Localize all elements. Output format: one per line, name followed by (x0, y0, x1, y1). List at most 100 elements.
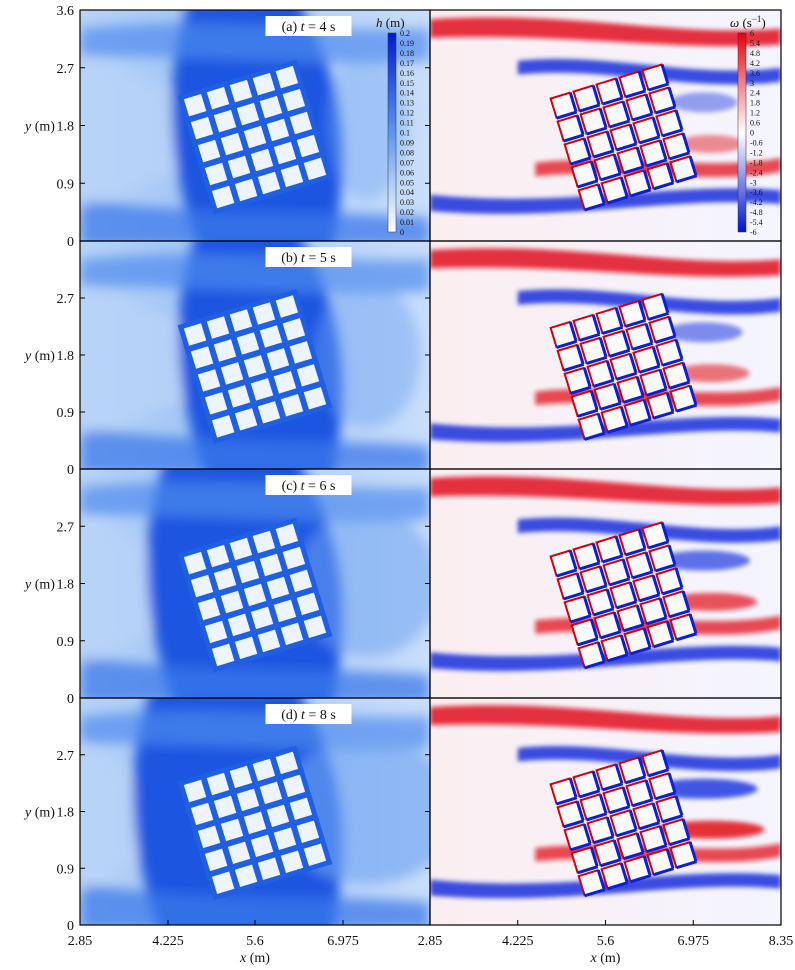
depth-colorbar-tick: 0.2 (400, 29, 410, 38)
obstacle-block (236, 788, 260, 812)
vorticity-layer-neg (597, 565, 608, 587)
vorticity-colorbar-tick: 5.4 (750, 39, 760, 48)
vorticity-layer-neg (581, 595, 592, 617)
obstacle-block (650, 546, 674, 570)
obstacle-block (595, 155, 619, 179)
obstacle-block (280, 850, 304, 873)
obstacle-block (579, 185, 603, 209)
vorticity-colorbar-tick: 0 (750, 129, 754, 138)
vorticity-layer-neg (618, 634, 629, 656)
obstacle-block (273, 827, 297, 851)
vorticity-layer-neg (595, 413, 606, 434)
depth-colorbar-bar (387, 32, 397, 233)
obstacle-block (620, 72, 644, 96)
obstacle-block (597, 537, 621, 561)
obstacle-block (595, 841, 619, 865)
shear-layer-top (430, 705, 781, 734)
vorticity-layer-neg (618, 862, 629, 883)
vorticity-layer-neg (590, 770, 601, 792)
depth-colorbar-tick: 0.08 (400, 148, 414, 157)
obstacle-block (250, 606, 274, 630)
vorticity-layer-neg (613, 307, 624, 328)
obstacle-block (282, 318, 306, 341)
y-tick-label: 0.9 (57, 635, 75, 650)
vorticity-layer-neg (590, 542, 601, 564)
vorticity-layer-neg (641, 855, 652, 876)
vorticity-layer-neg (620, 558, 631, 580)
depth-colorbar-tick: 0.19 (400, 39, 414, 48)
shear-layer-bottom (430, 873, 781, 899)
obstacle-block (250, 834, 274, 858)
obstacle-block (572, 620, 596, 644)
obstacle-block (625, 401, 649, 424)
vorticity-layer-neg (595, 641, 606, 663)
obstacle-block (579, 871, 603, 895)
vorticity-layer-neg (595, 183, 606, 205)
obstacle-block (220, 590, 244, 614)
obstacle-block (565, 139, 589, 163)
vorticity-layer-neg (574, 800, 585, 822)
obstacle-block (252, 72, 276, 96)
vorticity-layer-neg (680, 818, 691, 839)
obstacle-block (643, 295, 667, 318)
obstacle-block (581, 109, 605, 133)
depth-colorbar-tick: 0.16 (400, 69, 414, 78)
obstacle-block (643, 523, 667, 547)
depth-colorbar-tick: 0.09 (400, 138, 414, 147)
obstacle-block (618, 378, 642, 401)
vorticity-layer-neg (613, 78, 624, 99)
obstacle-block (197, 139, 221, 163)
vorticity-colorbar-tick: 3 (750, 79, 754, 88)
vorticity-layer-neg (666, 544, 677, 566)
obstacle-block (296, 364, 320, 387)
obstacle-array (177, 745, 333, 901)
y-tick-label: 2.7 (57, 62, 75, 77)
vorticity-layer-neg (666, 86, 677, 108)
vorticity-panel (430, 10, 781, 241)
vorticity-layer-neg (634, 376, 645, 397)
depth-colorbar-tick: 0.11 (400, 119, 414, 128)
x-axis-label: x (m) (590, 951, 621, 966)
obstacle-block (664, 820, 688, 844)
obstacle-block (574, 316, 598, 339)
obstacle-block (273, 371, 297, 394)
depth-colorbar-tick: 0.17 (400, 59, 414, 68)
vorticity-layer-neg (567, 550, 578, 571)
vorticity-layer-neg (604, 130, 615, 152)
obstacle-block (664, 364, 688, 387)
vorticity-layer-neg (597, 337, 608, 358)
vorticity-layer-neg (673, 339, 684, 360)
obstacle-block (257, 857, 281, 880)
obstacle-block (236, 102, 260, 126)
depth-colorbar-tick: 0.13 (400, 99, 414, 108)
vorticity-panel (430, 698, 781, 925)
obstacle-block (213, 567, 237, 591)
obstacle-block (634, 804, 658, 828)
obstacle-block (551, 93, 575, 117)
vorticity-layer-neg (641, 399, 652, 420)
obstacle-block (643, 65, 667, 89)
y-tick-label: 3.6 (57, 4, 75, 19)
obstacle-block (657, 111, 681, 135)
obstacle-block (572, 162, 596, 186)
vorticity-layer-neg (581, 823, 592, 845)
obstacle-block (650, 774, 674, 798)
obstacle-block (574, 772, 598, 796)
vorticity-layer-neg (604, 816, 615, 838)
depth-colorbar-tick: 0.12 (400, 109, 414, 118)
vorticity-colorbar-tick: 3.6 (750, 69, 760, 78)
obstacle-block (602, 636, 626, 660)
x-tick-label: 6.975 (678, 934, 710, 949)
x-tick-label: 2.85 (68, 934, 93, 949)
obstacle-block (197, 597, 221, 621)
y-tick-label: 1.8 (57, 120, 75, 135)
vorticity-layer-neg (680, 132, 691, 154)
y-tick-label: 2.7 (57, 749, 75, 764)
vorticity-colorbar-tick: 4.8 (750, 49, 760, 58)
obstacle-block (250, 148, 274, 172)
colorbars-layer: 0.20.190.180.170.160.150.140.130.120.110… (376, 14, 766, 237)
obstacle-block (627, 95, 651, 119)
y-tick-label: 0.9 (57, 862, 75, 877)
obstacle-block (243, 355, 267, 378)
obstacle-block (211, 643, 235, 667)
